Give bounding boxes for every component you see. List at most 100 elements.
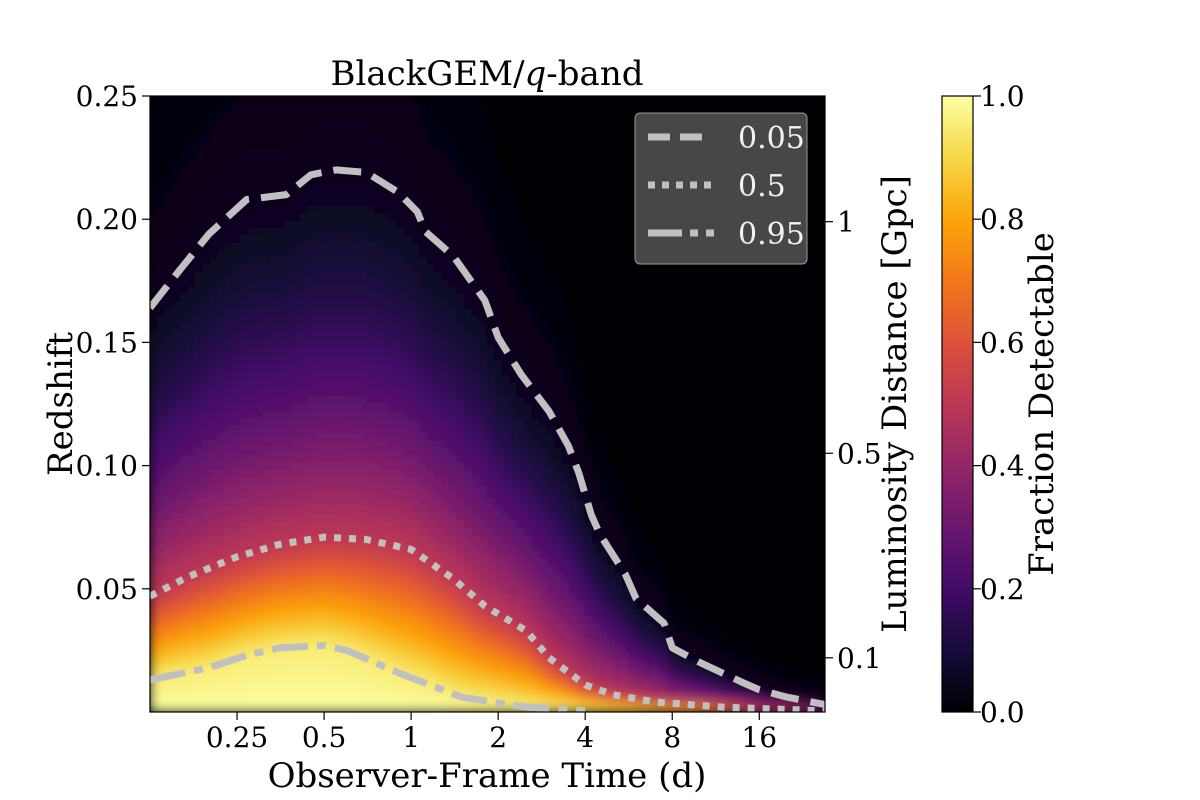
- heatmap-cell: [576, 440, 586, 449]
- heatmap-cell: [359, 535, 369, 544]
- heatmap-cell: [329, 168, 339, 178]
- heatmap-cell: [576, 689, 586, 698]
- heatmap-cell: [404, 454, 414, 464]
- heatmap-cell: [344, 352, 354, 361]
- heatmap-cell: [321, 102, 331, 112]
- heatmap-cell: [434, 469, 444, 478]
- heatmap-cell: [374, 476, 384, 486]
- heatmap-cell: [284, 491, 294, 500]
- heatmap-cell: [411, 139, 421, 148]
- heatmap-cell: [231, 440, 241, 449]
- heatmap-cell: [336, 249, 346, 258]
- heatmap-cell: [494, 564, 504, 574]
- heatmap-cell: [186, 183, 196, 192]
- heatmap-cell: [456, 117, 466, 126]
- heatmap-cell: [276, 234, 286, 244]
- heatmap-cell: [179, 630, 189, 640]
- heatmap-cell: [486, 124, 496, 134]
- heatmap-cell: [224, 359, 234, 368]
- heatmap-cell: [374, 425, 384, 434]
- heatmap-cell: [366, 462, 376, 471]
- heatmap-cell: [164, 660, 174, 669]
- heatmap-cell: [501, 388, 511, 398]
- heatmap-cell: [329, 469, 339, 478]
- heatmap-cell: [314, 96, 324, 104]
- heatmap-cell: [366, 271, 376, 280]
- heatmap-cell: [201, 374, 211, 383]
- heatmap-cell: [344, 278, 354, 288]
- heatmap-cell: [344, 227, 354, 236]
- heatmap-cell: [456, 616, 466, 625]
- heatmap-cell: [456, 667, 466, 676]
- heatmap-cell: [194, 344, 204, 354]
- heatmap-cell: [381, 256, 391, 266]
- heatmap-cell: [164, 110, 174, 119]
- heatmap-cell: [434, 513, 444, 522]
- heatmap-cell: [554, 286, 564, 295]
- heatmap-cell: [291, 506, 301, 515]
- heatmap-cell: [501, 330, 511, 339]
- heatmap-cell: [299, 220, 309, 229]
- heatmap-cell: [209, 594, 219, 603]
- heatmap-cell: [524, 667, 534, 676]
- heatmap-cell: [381, 322, 391, 332]
- heatmap-cell: [576, 550, 586, 559]
- heatmap-cell: [171, 506, 181, 515]
- heatmap-cell: [569, 374, 579, 383]
- heatmap-cell: [186, 234, 196, 244]
- heatmap-cell: [516, 520, 526, 530]
- heatmap-cell: [321, 557, 331, 566]
- heatmap-cell: [449, 476, 459, 486]
- heatmap-cell: [434, 388, 444, 398]
- heatmap-cell: [150, 132, 159, 141]
- heatmap-cell: [299, 168, 309, 178]
- heatmap-cell: [614, 623, 624, 632]
- heatmap-cell: [329, 256, 339, 266]
- heatmap-cell: [411, 124, 421, 134]
- heatmap-cell: [591, 484, 601, 493]
- heatmap-cell: [254, 278, 264, 288]
- heatmap-cell: [659, 660, 669, 669]
- heatmap-cell: [171, 623, 181, 632]
- heatmap-cell: [471, 440, 481, 449]
- heatmap-cell: [471, 528, 481, 537]
- heatmap-cell: [239, 667, 249, 676]
- heatmap-cell: [464, 146, 474, 156]
- heatmap-cell: [216, 667, 226, 676]
- heatmap-cell: [329, 102, 339, 112]
- heatmap-cell: [591, 601, 601, 610]
- heatmap-cell: [569, 601, 579, 610]
- heatmap-cell: [321, 535, 331, 544]
- heatmap-cell: [284, 601, 294, 610]
- heatmap-cell: [246, 623, 256, 632]
- heatmap-cell: [456, 396, 466, 405]
- heatmap-cell: [479, 374, 489, 383]
- heatmap-cell: [419, 410, 429, 420]
- heatmap-cell: [314, 579, 324, 588]
- heatmap-cell: [539, 528, 549, 537]
- heatmap-cell: [329, 418, 339, 427]
- heatmap-cell: [501, 535, 511, 544]
- heatmap-cell: [471, 630, 481, 640]
- heatmap-cell: [269, 652, 279, 662]
- heatmap-cell: [366, 212, 376, 222]
- heatmap-cell: [276, 630, 286, 640]
- heatmap-cell: [150, 557, 159, 566]
- heatmap-cell: [434, 506, 444, 515]
- heatmap-cell: [359, 183, 369, 192]
- heatmap-cell: [591, 586, 601, 596]
- heatmap-cell: [336, 674, 346, 684]
- heatmap-cell: [441, 667, 451, 676]
- heatmap-cell: [561, 513, 571, 522]
- heatmap-cell: [344, 161, 354, 170]
- heatmap-cell: [336, 220, 346, 229]
- heatmap-cell: [411, 249, 421, 258]
- heatmap-cell: [186, 550, 196, 559]
- heatmap-cell: [216, 227, 226, 236]
- heatmap-cell: [524, 440, 534, 449]
- heatmap-cell: [261, 146, 271, 156]
- heatmap-cell: [171, 381, 181, 390]
- heatmap-cell: [179, 242, 189, 251]
- heatmap-cell: [239, 579, 249, 588]
- heatmap-cell: [404, 652, 414, 662]
